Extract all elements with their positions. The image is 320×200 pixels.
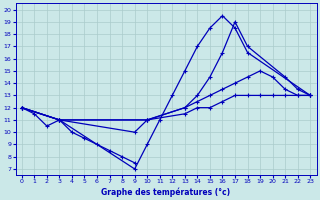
X-axis label: Graphe des températures (°c): Graphe des températures (°c) [101, 187, 231, 197]
